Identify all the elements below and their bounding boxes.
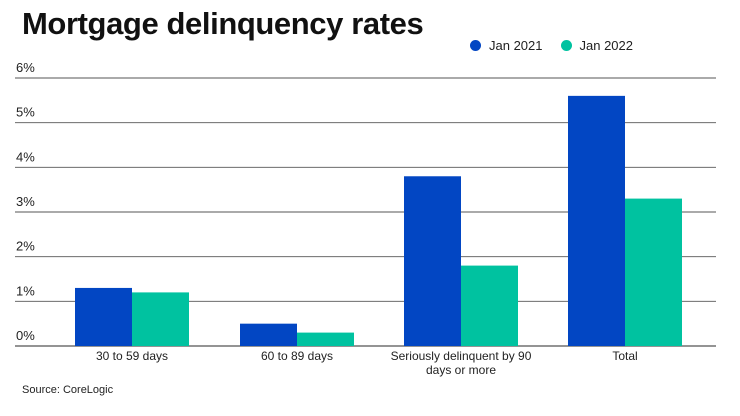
bar-jan-2022-3 xyxy=(625,198,682,346)
y-tick-label-6: 6% xyxy=(16,60,35,75)
x-tick-label-2: Seriously delinquent by 90 days or more xyxy=(391,349,532,377)
y-tick-label-2: 2% xyxy=(16,239,35,254)
legend-swatch-jan-2021 xyxy=(470,40,481,51)
bar-jan-2022-2 xyxy=(461,265,518,346)
x-tick-label-3: Total xyxy=(612,349,637,363)
bar-jan-2021-2 xyxy=(404,176,461,346)
y-tick-label-5: 5% xyxy=(16,105,35,120)
y-tick-label-3: 3% xyxy=(16,194,35,209)
y-tick-label-4: 4% xyxy=(16,149,35,164)
legend-item-jan-2022: Jan 2022 xyxy=(560,38,634,53)
y-tick-label-0: 0% xyxy=(16,328,35,343)
bar-jan-2022-1 xyxy=(297,332,354,346)
bar-jan-2021-0 xyxy=(75,287,132,346)
x-tick-label-1: 60 to 89 days xyxy=(261,349,333,363)
chart-legend: Jan 2021 Jan 2022 xyxy=(470,38,651,53)
legend-item-jan-2021: Jan 2021 xyxy=(470,38,543,53)
source-note: Source: CoreLogic xyxy=(22,384,114,396)
chart-title: Mortgage delinquency rates xyxy=(22,6,424,41)
legend-swatch-jan-2022 xyxy=(560,40,572,51)
bar-jan-2022-0 xyxy=(132,292,189,346)
legend-label-jan-2021: Jan 2021 xyxy=(489,38,543,53)
legend-label-jan-2022: Jan 2022 xyxy=(579,38,634,53)
bar-jan-2021-1 xyxy=(240,323,297,346)
y-tick-label-1: 1% xyxy=(16,283,35,298)
x-tick-label-0: 30 to 59 days xyxy=(96,349,168,363)
bar-jan-2021-3 xyxy=(568,95,625,346)
